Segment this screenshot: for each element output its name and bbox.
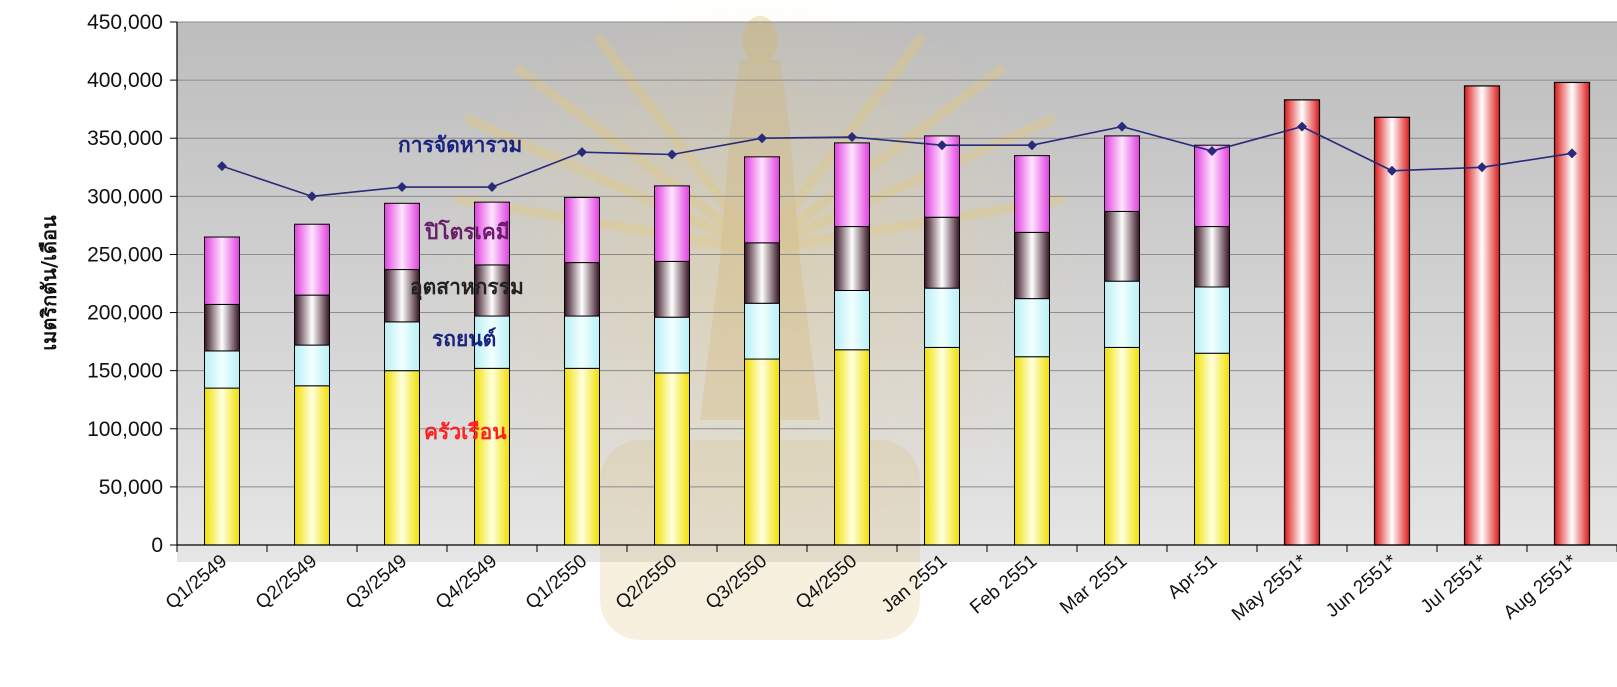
bar-segment-household	[654, 372, 690, 546]
y-tick-label: 200,000	[87, 302, 163, 325]
bar-segment-auto	[654, 316, 690, 374]
bar-segment-household	[474, 367, 510, 546]
series-label-total: การจัดหารวม	[398, 133, 522, 157]
line-path	[221, 125, 1573, 198]
line-point	[847, 132, 857, 143]
series-label-industry: อุตสาหกรรม	[410, 275, 524, 301]
y-tick-label: 150,000	[87, 360, 163, 383]
line-point	[307, 191, 317, 202]
line-point	[1477, 162, 1487, 173]
line-point	[757, 133, 767, 144]
y-tick-label: 0	[151, 534, 163, 557]
bar-segment-household	[564, 367, 600, 546]
line-point	[217, 161, 227, 172]
bar-segment-petrochem	[1194, 144, 1230, 228]
series-label-household: ครัวเรือน	[424, 420, 507, 444]
bar-segment-household	[744, 358, 780, 546]
bar-segment-industry	[744, 242, 780, 304]
bar-segment-household	[1194, 352, 1230, 546]
bar-segment-industry	[294, 294, 330, 346]
y-tick-label: 350,000	[87, 127, 163, 150]
bar-segment-auto	[924, 287, 960, 348]
bar-segment-auto	[744, 302, 780, 360]
bar-segment-auto	[474, 315, 510, 369]
bar-segment-auto	[384, 321, 420, 372]
bar-forecast	[1463, 85, 1501, 546]
bar-segment-auto	[834, 289, 870, 351]
bar-segment-petrochem	[654, 185, 690, 262]
line-point	[1567, 148, 1577, 159]
bar-segment-industry	[834, 226, 870, 291]
bar-segment-industry	[1104, 210, 1140, 282]
bar-segment-auto	[294, 344, 330, 387]
y-tick-label: 50,000	[99, 476, 163, 499]
bar-segment-industry	[1194, 226, 1230, 288]
line-point	[1117, 121, 1127, 132]
bar-segment-household	[204, 387, 240, 546]
y-tick-label: 100,000	[87, 418, 163, 441]
line-point	[667, 149, 677, 160]
series-labels: การจัดหารวม ปิโตรเคมี อุตสาหกรรม รถยนต์ …	[398, 133, 524, 444]
bar-segment-industry	[384, 269, 420, 323]
line-point	[1387, 165, 1397, 176]
bar-forecast	[1553, 81, 1591, 546]
bar-segment-household	[1014, 356, 1050, 546]
bar-segment-petrochem	[384, 202, 420, 271]
bar-segment-auto	[1104, 280, 1140, 348]
y-tick-label: 250,000	[87, 243, 163, 266]
bar-segment-industry	[564, 262, 600, 317]
bar-segment-household	[1104, 346, 1140, 546]
series-label-petrochem: ปิโตรเคมี	[423, 219, 509, 244]
bar-segment-household	[924, 346, 960, 546]
bar-segment-industry	[204, 303, 240, 352]
y-tick-label: 400,000	[87, 69, 163, 92]
bar-segment-petrochem	[834, 142, 870, 228]
bar-forecast	[1283, 99, 1321, 546]
bar-segment-industry	[924, 216, 960, 289]
bar-segment-petrochem	[1014, 155, 1050, 233]
bar-segment-industry	[1014, 231, 1050, 300]
bar-segment-industry	[654, 260, 690, 318]
series-label-auto: รถยนต์	[432, 327, 496, 351]
line-point	[937, 140, 947, 151]
y-tick-label: 300,000	[87, 185, 163, 208]
bar-segment-auto	[204, 350, 240, 389]
total-supply-line	[217, 121, 1577, 202]
bar-segment-petrochem	[204, 236, 240, 305]
line-point	[397, 182, 407, 193]
bar-segment-auto	[564, 315, 600, 369]
bar-segment-household	[294, 385, 330, 546]
bar-forecast	[1373, 116, 1411, 546]
bar-segment-petrochem	[1104, 135, 1140, 212]
bars	[204, 81, 1591, 546]
bar-segment-petrochem	[744, 156, 780, 244]
line-point	[1027, 140, 1037, 151]
bar-segment-petrochem	[474, 201, 510, 266]
line-point	[1297, 121, 1307, 132]
bar-segment-auto	[1194, 286, 1230, 354]
bar-segment-industry	[474, 264, 510, 317]
y-axis-title: เมตริกตัน/เดือน	[37, 215, 61, 351]
bar-segment-auto	[1014, 298, 1050, 358]
line-point	[577, 147, 587, 158]
line-point	[1207, 146, 1217, 157]
line-point	[487, 182, 497, 193]
bar-segment-petrochem	[294, 223, 330, 296]
y-tick-label: 450,000	[87, 11, 163, 34]
bar-segment-household	[384, 370, 420, 546]
bar-segment-household	[834, 349, 870, 546]
bar-segment-petrochem	[564, 196, 600, 264]
